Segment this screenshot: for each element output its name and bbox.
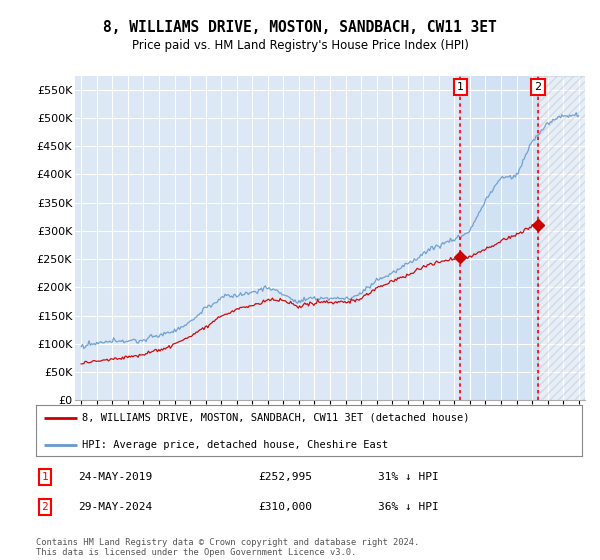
Text: 31% ↓ HPI: 31% ↓ HPI	[378, 472, 439, 482]
Text: HPI: Average price, detached house, Cheshire East: HPI: Average price, detached house, Ches…	[82, 440, 389, 450]
Text: £310,000: £310,000	[258, 502, 312, 512]
Text: 29-MAY-2024: 29-MAY-2024	[78, 502, 152, 512]
Bar	[538, 76, 585, 400]
Text: 2: 2	[41, 502, 49, 512]
Text: 8, WILLIAMS DRIVE, MOSTON, SANDBACH, CW11 3ET: 8, WILLIAMS DRIVE, MOSTON, SANDBACH, CW1…	[103, 20, 497, 35]
Bar	[538, 76, 585, 400]
Text: 2: 2	[535, 82, 542, 92]
Text: Contains HM Land Registry data © Crown copyright and database right 2024.
This d: Contains HM Land Registry data © Crown c…	[36, 538, 419, 557]
Text: Price paid vs. HM Land Registry's House Price Index (HPI): Price paid vs. HM Land Registry's House …	[131, 39, 469, 52]
Text: £252,995: £252,995	[258, 472, 312, 482]
Text: 36% ↓ HPI: 36% ↓ HPI	[378, 502, 439, 512]
Text: 1: 1	[41, 472, 49, 482]
Text: 24-MAY-2019: 24-MAY-2019	[78, 472, 152, 482]
Text: 8, WILLIAMS DRIVE, MOSTON, SANDBACH, CW11 3ET (detached house): 8, WILLIAMS DRIVE, MOSTON, SANDBACH, CW1…	[82, 413, 470, 423]
Bar	[460, 76, 538, 400]
Text: 1: 1	[457, 82, 464, 92]
